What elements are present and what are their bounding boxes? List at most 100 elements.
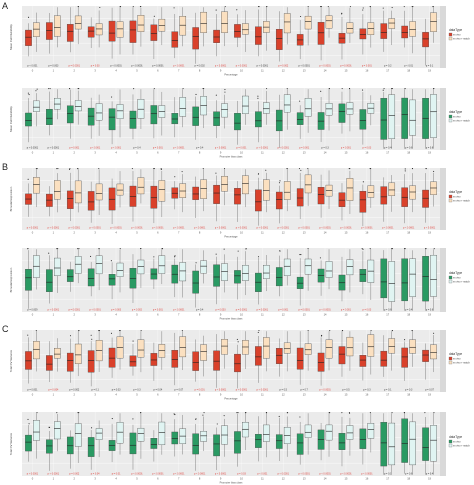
facet-strip <box>440 88 446 150</box>
legend-title: dataType <box>449 110 462 114</box>
pvalue-label: p = 0.04 <box>153 389 162 392</box>
pvalue-label: p = 0.003 <box>111 309 122 312</box>
box-high <box>242 340 249 355</box>
legend-swatch <box>448 360 453 365</box>
pvalue-label: p < 0.0001 <box>48 227 60 230</box>
outlier-point <box>153 88 155 90</box>
box-high <box>304 343 312 355</box>
x-tick-label: 18 <box>407 68 410 72</box>
outlier-point <box>140 330 142 332</box>
outlier-point <box>299 100 301 102</box>
pvalue-label: p = 0.6 <box>405 473 413 476</box>
x-tick-label: 11 <box>261 230 264 234</box>
pvalue-label: p < 0.0001 <box>131 227 143 230</box>
box-high <box>158 255 166 274</box>
box-low <box>192 186 199 200</box>
outlier-point <box>224 6 226 8</box>
outlier-point <box>203 88 205 90</box>
outlier-point <box>299 416 301 418</box>
pvalue-label: p < 0.0001 <box>278 473 290 476</box>
x-tick-label: 3 <box>94 68 96 72</box>
outlier-point <box>404 88 406 90</box>
outlier-point <box>78 248 80 250</box>
outlier-point <box>432 6 434 8</box>
outlier-point <box>140 248 142 250</box>
box-high <box>221 339 228 355</box>
outlier-point <box>153 168 155 170</box>
box-low <box>213 29 220 43</box>
box-low <box>150 438 158 449</box>
outlier-point <box>403 248 406 250</box>
outlier-point <box>266 6 268 8</box>
outlier-point <box>36 412 38 414</box>
legend-label: ex vivo + match <box>453 445 470 448</box>
box-low <box>66 105 74 124</box>
x-tick-label: 9 <box>220 230 222 234</box>
x-tick-label: 14 <box>324 230 327 234</box>
outlier-point <box>224 89 226 91</box>
outlier-point <box>383 88 385 90</box>
outlier-point <box>110 260 112 262</box>
plot-background <box>22 6 440 68</box>
box-low <box>25 269 32 291</box>
box-low <box>275 29 283 50</box>
x-tick-label: 2 <box>74 312 76 316</box>
box-high <box>54 15 61 37</box>
x-tick-label: 0 <box>32 230 34 234</box>
outlier-point <box>362 7 364 9</box>
panel-letter-a: A <box>2 1 8 11</box>
outlier-point <box>257 173 259 175</box>
box-low <box>255 26 262 45</box>
outlier-point <box>307 168 309 170</box>
outlier-point <box>160 168 162 170</box>
outlier-point <box>348 412 350 414</box>
box-high <box>283 13 291 34</box>
box-low <box>422 349 429 362</box>
x-tick-label: 14 <box>324 476 327 480</box>
outlier-point <box>341 88 343 90</box>
outlier-point <box>425 168 427 170</box>
outlier-point <box>411 168 414 170</box>
y-axis-label: Total CV Variance <box>9 349 13 372</box>
plot-background <box>22 168 440 230</box>
pvalue-label: p < 0.0001 <box>215 227 227 230</box>
pvalue-label: p = 0.001 <box>278 309 289 312</box>
pvalue-label: p = 0.1 <box>426 65 434 68</box>
box-low <box>401 97 408 139</box>
outlier-point <box>327 6 329 8</box>
x-tick-label: 17 <box>386 392 389 396</box>
box-high <box>74 15 82 30</box>
box-high <box>388 94 396 139</box>
x-axis-label: Promoter bias class <box>220 481 243 485</box>
x-tick-label: 16 <box>365 230 368 234</box>
y-axis-label: Bimodal Expression <box>9 267 13 292</box>
box-low <box>192 270 199 294</box>
x-tick-label: 15 <box>345 150 348 154</box>
box-low <box>129 268 137 289</box>
box-high <box>430 254 437 297</box>
box-high <box>116 21 124 38</box>
outlier-point <box>215 94 217 96</box>
outlier-point <box>433 332 435 334</box>
x-tick-label: 9 <box>220 68 222 72</box>
pvalue-label: p < 0.0001 <box>152 227 164 230</box>
box-low <box>87 268 95 287</box>
box-high <box>221 11 228 33</box>
outlier-point <box>236 412 238 414</box>
outlier-point <box>57 248 59 250</box>
pvalue-label: p < 0.0001 <box>215 147 227 150</box>
pvalue-label: p < 0.0001 <box>403 227 415 230</box>
box-high <box>367 423 375 439</box>
pvalue-label: p = 0.2 <box>384 65 392 68</box>
pvalue-label: p = 0.001 <box>153 309 164 312</box>
x-tick-label: 10 <box>240 230 243 234</box>
outlier-point <box>202 414 204 416</box>
outlier-point <box>382 89 384 91</box>
x-tick-label: 1 <box>53 68 55 72</box>
box-low <box>359 191 367 213</box>
outlier-point <box>307 248 309 250</box>
outlier-point <box>56 412 58 414</box>
x-tick-label: 14 <box>324 68 327 72</box>
pvalue-label: p = 0.03 <box>91 65 100 68</box>
box-low <box>338 103 346 123</box>
